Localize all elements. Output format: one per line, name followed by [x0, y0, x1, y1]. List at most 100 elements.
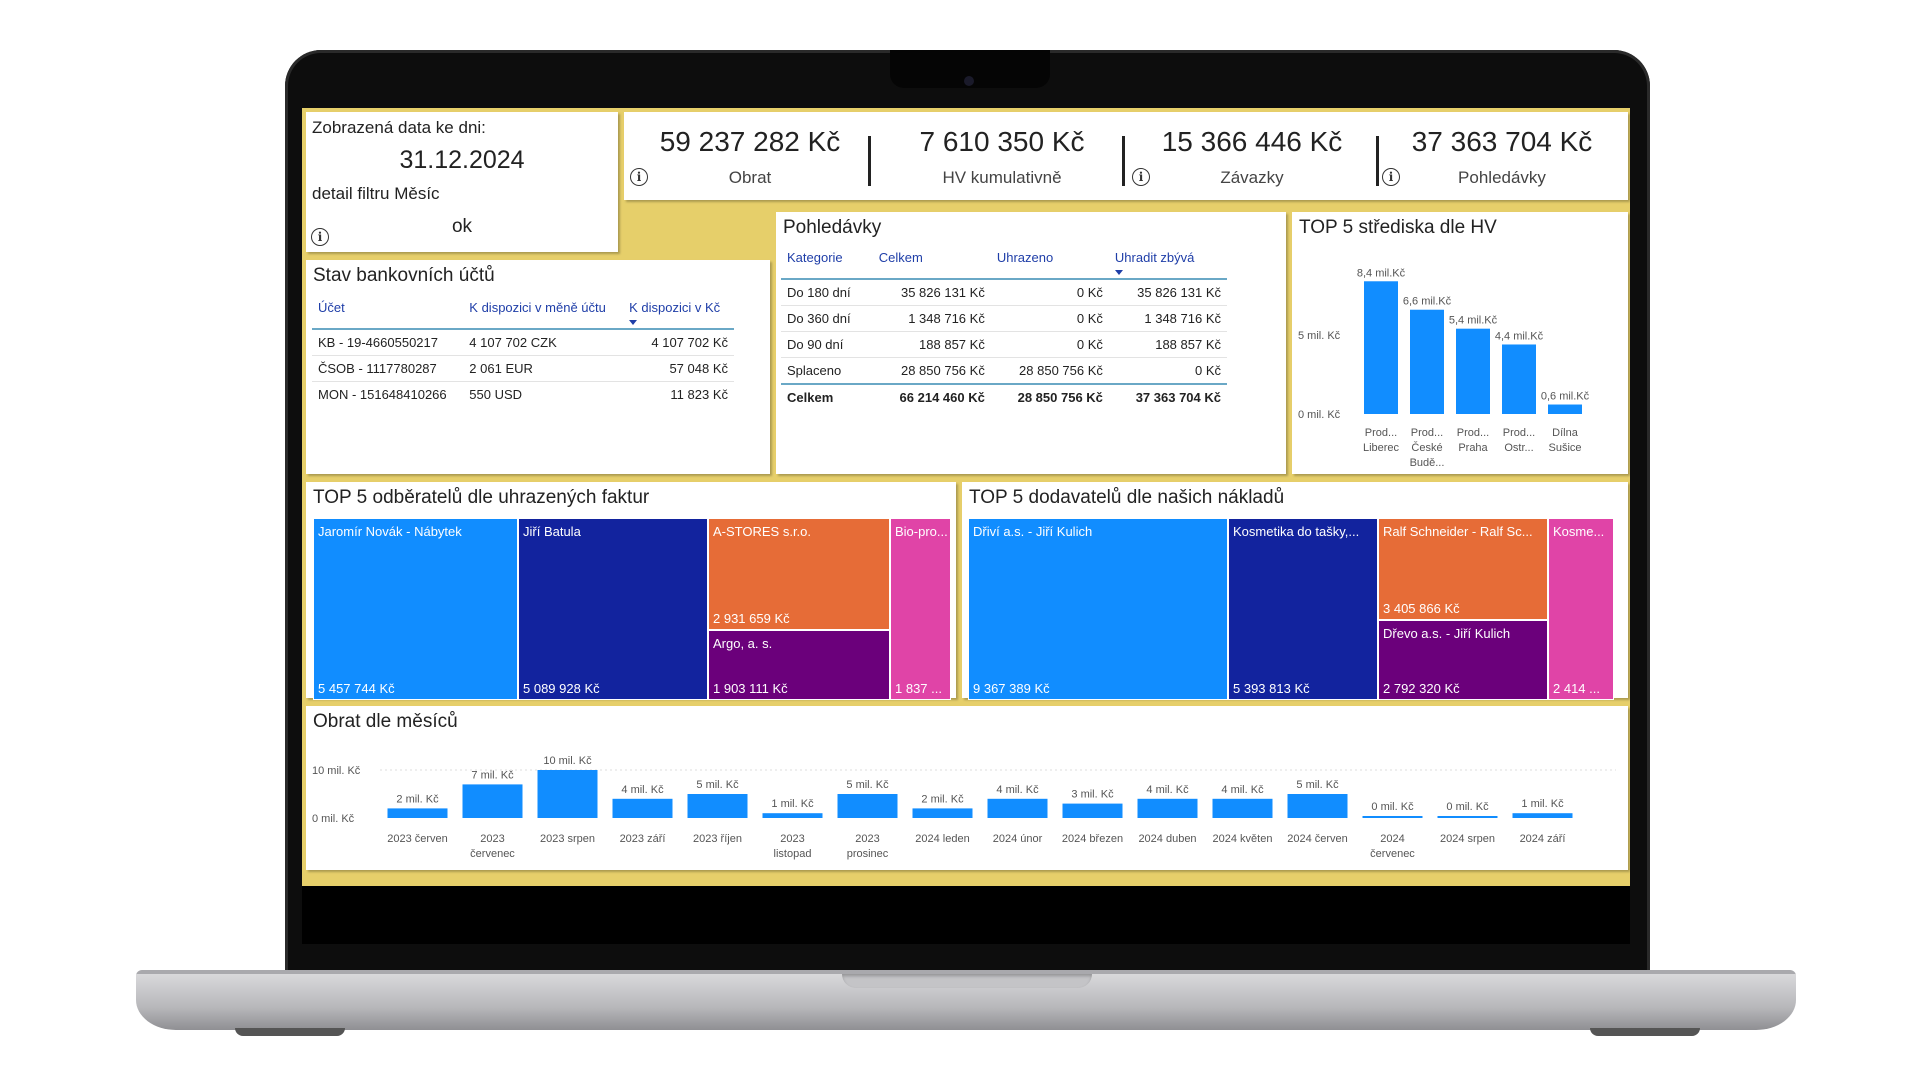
- treemap-tile[interactable]: Dřiví a.s. - Jiří Kulich 9 367 389 Kč: [968, 518, 1228, 700]
- kpi-panel: 59 237 282 Kč Obrat i 7 610 350 Kč HV ku…: [624, 112, 1628, 200]
- treemap-tile[interactable]: Kosme... 2 414 ...: [1548, 518, 1614, 700]
- x-tick-label: 2024 leden: [915, 833, 969, 845]
- table-cell: 1 348 716 Kč: [1108, 305, 1227, 332]
- bar: [1287, 794, 1348, 818]
- table-cell: ČSOB - 1117780287: [312, 355, 464, 382]
- info-icon[interactable]: i: [630, 168, 648, 186]
- tile-value: 1 837 ...: [895, 681, 942, 696]
- column-header[interactable]: Uhrazeno: [990, 248, 1109, 280]
- treemap-tile[interactable]: Jaromír Novák - Nábytek 5 457 744 Kč: [313, 518, 518, 700]
- panel-title: Pohledávky: [783, 217, 882, 238]
- laptop-thumb-notch: [842, 974, 1092, 988]
- tile-value: 5 457 744 Kč: [318, 681, 395, 696]
- table-cell: 28 850 756 Kč: [990, 357, 1109, 385]
- table-cell: 28 850 756 Kč: [990, 383, 1109, 410]
- table-cell: 1 348 716 Kč: [872, 305, 991, 332]
- filter-date: 31.12.2024: [399, 146, 525, 174]
- bar: [1062, 803, 1123, 818]
- tile-label: Argo, a. s.: [713, 636, 773, 651]
- x-tick-label: červenec: [470, 848, 515, 860]
- bar: [687, 794, 748, 818]
- tile-value: 1 903 111 Kč: [713, 681, 788, 696]
- monthly-panel: Obrat dle měsíců 10 mil. Kč 0 mil. Kč 2 mi…: [306, 706, 1628, 870]
- column-header[interactable]: K dispozici v Kč: [623, 298, 734, 330]
- tile-label: Jiří Batula: [523, 524, 581, 539]
- table-cell: Do 90 dní: [781, 331, 873, 358]
- column-header[interactable]: Celkem: [872, 248, 991, 280]
- kpi-label: Pohledávky: [1458, 168, 1546, 187]
- filter-detail[interactable]: detail filtru Měsíc: [312, 184, 440, 203]
- treemap-tile[interactable]: A-STORES s.r.o. 2 931 659 Kč: [708, 518, 890, 630]
- x-tick-label: 2024 duben: [1138, 833, 1196, 845]
- data-label: 8,4 mil.Kč: [1357, 267, 1406, 279]
- x-tick-label: listopad: [774, 848, 812, 860]
- y-tick-label: 5 mil. Kč: [1298, 330, 1341, 342]
- x-tick-label: 2023 srpen: [540, 833, 595, 845]
- data-label: 5 mil. Kč: [846, 779, 889, 791]
- data-label: 7 mil. Kč: [471, 769, 514, 781]
- suppliers-treemap: Dřiví a.s. - Jiří Kulich 9 367 389 Kč Kos…: [968, 518, 1620, 700]
- x-tick-label: Prod...: [1457, 427, 1489, 439]
- x-tick-label: 2024 květen: [1213, 833, 1273, 845]
- tile-value: 2 792 320 Kč: [1383, 681, 1460, 696]
- data-label: 0 mil. Kč: [1446, 801, 1489, 813]
- top-centers-chart: 5 mil. Kč 0 mil. Kč 8,4 mil.Kč Prod... Liber…: [1298, 267, 1590, 469]
- table-cell: Celkem: [781, 383, 873, 410]
- data-label: 0 mil. Kč: [1371, 801, 1414, 813]
- table-total-row: Celkem 66 214 460 Kč 28 850 756 Kč 37 36…: [781, 383, 1227, 410]
- data-label: 6,6 mil.Kč: [1403, 296, 1452, 308]
- kpi-separator: [1376, 136, 1379, 186]
- treemap-tile[interactable]: Bio-pro... 1 837 ...: [890, 518, 951, 700]
- table-cell: Splaceno: [781, 357, 873, 385]
- x-tick-label: 2023: [855, 833, 879, 845]
- filter-label: Zobrazená data ke dni:: [312, 118, 486, 137]
- tile-value: 5 089 928 Kč: [523, 681, 600, 696]
- bar: [1456, 328, 1490, 414]
- tile-label: Dřiví a.s. - Jiří Kulich: [973, 524, 1093, 539]
- y-tick-label: 0 mil. Kč: [1298, 409, 1341, 421]
- tile-label: Jaromír Novák - Nábytek: [318, 524, 462, 539]
- x-tick-label: 2024 srpen: [1440, 833, 1495, 845]
- x-tick-label: 2023 červen: [387, 833, 448, 845]
- table-row: ČSOB - 1117780287 2 061 EUR 57 048 Kč: [312, 355, 734, 382]
- column-header[interactable]: K dispozici v měně účtu: [463, 298, 624, 330]
- column-header[interactable]: Účet: [312, 298, 464, 330]
- info-icon[interactable]: i: [1382, 168, 1400, 186]
- treemap-tile[interactable]: Dřevo a.s. - Jiří Kulich 2 792 320 Kč: [1378, 620, 1548, 700]
- data-label: 3 mil. Kč: [1071, 789, 1114, 801]
- treemap-tile[interactable]: Ralf Schneider - Ralf Sc... 3 405 866 Kč: [1378, 518, 1548, 620]
- column-header[interactable]: Uhradit zbývá: [1108, 248, 1227, 280]
- bar: [1502, 344, 1536, 414]
- x-tick-label: 2023: [780, 833, 804, 845]
- kpi-label: Závazky: [1220, 168, 1284, 187]
- info-icon[interactable]: i: [1132, 168, 1150, 186]
- kpi-pohledavky: 37 363 704 Kč Pohledávky i: [1376, 112, 1628, 200]
- suppliers-panel: TOP 5 dodavatelů dle našich nákladů Dřiv…: [962, 482, 1628, 700]
- table-row: Splaceno 28 850 756 Kč 28 850 756 Kč 0 K…: [781, 357, 1227, 385]
- table-cell: 0 Kč: [990, 305, 1109, 332]
- data-label: 5,4 mil.Kč: [1449, 315, 1498, 327]
- screen-bezel: [302, 886, 1630, 944]
- info-icon[interactable]: i: [311, 228, 329, 246]
- bar: [537, 770, 598, 818]
- column-header[interactable]: Kategorie: [781, 248, 873, 280]
- bar: [612, 798, 673, 818]
- treemap-tile[interactable]: Kosmetika do tašky,... 5 393 813 Kč: [1228, 518, 1378, 700]
- kpi-obrat: 59 237 282 Kč Obrat i: [624, 112, 876, 200]
- tile-label: Bio-pro...: [895, 524, 948, 539]
- treemap-tile[interactable]: Jiří Batula 5 089 928 Kč: [518, 518, 708, 700]
- data-label: 4,4 mil.Kč: [1495, 330, 1544, 342]
- table-cell: KB - 19-4660550217: [312, 329, 464, 356]
- panel-title: Obrat dle měsíců: [313, 711, 458, 732]
- x-tick-label: prosinec: [847, 848, 889, 860]
- table-cell: 35 826 131 Kč: [1108, 279, 1227, 306]
- treemap-tile[interactable]: Argo, a. s. 1 903 111 Kč: [708, 630, 890, 700]
- laptop-foot-right: [1590, 1028, 1700, 1036]
- bar: [1548, 404, 1582, 414]
- data-label: 1 mil. Kč: [771, 798, 814, 810]
- laptop-foot-left: [235, 1028, 345, 1036]
- x-tick-label: červenec: [1370, 848, 1415, 860]
- bank-table: Účet K dispozici v měně účtu K dispozici…: [312, 298, 734, 407]
- bar: [462, 784, 523, 818]
- kpi-label: HV kumulativně: [942, 168, 1062, 187]
